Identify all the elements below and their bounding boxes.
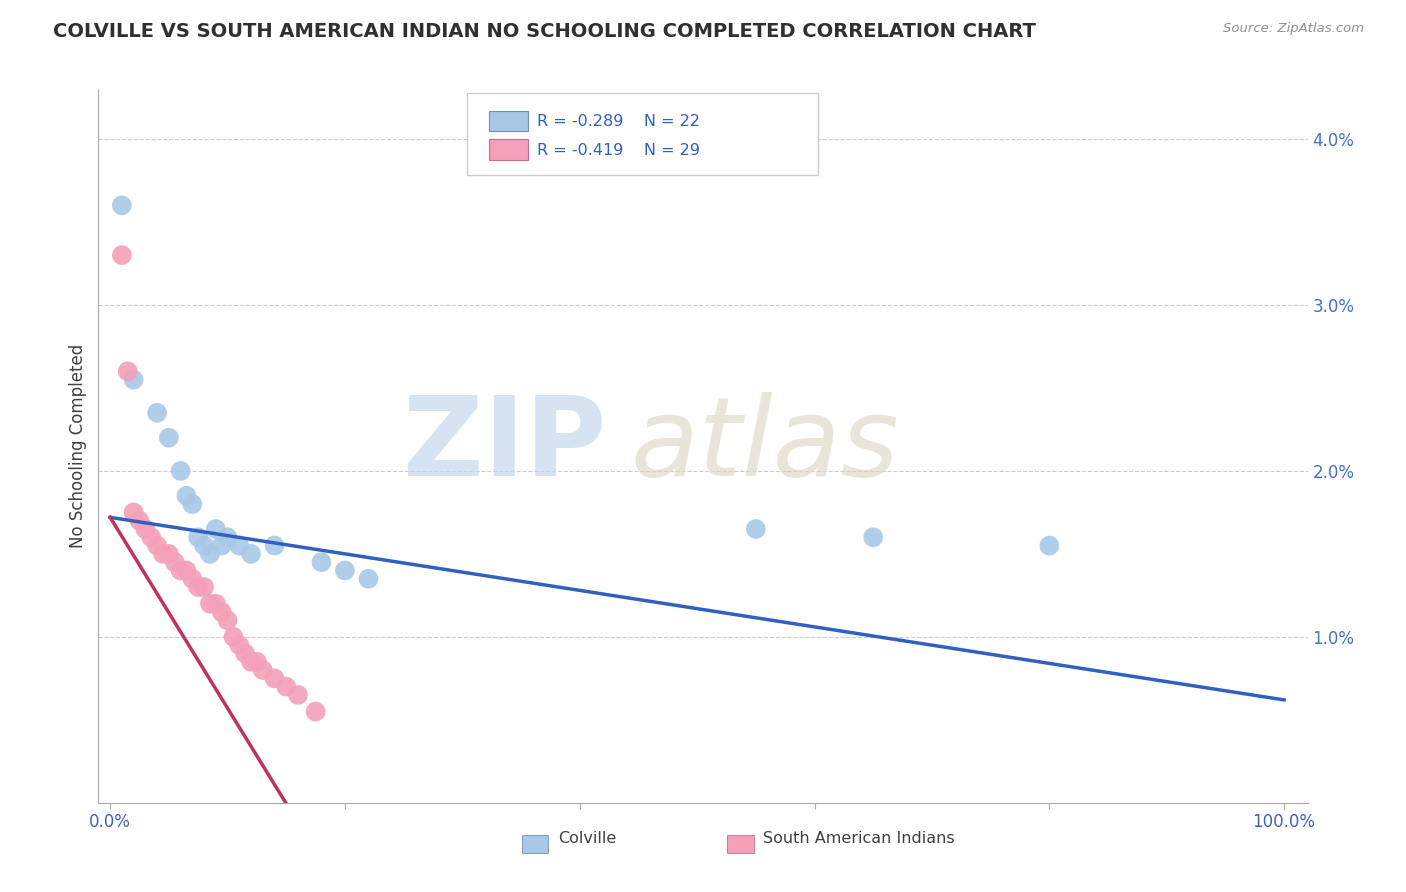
Point: [357, 572, 380, 586]
Text: R = -0.289    N = 22: R = -0.289 N = 22: [537, 114, 700, 129]
Text: Colville: Colville: [558, 831, 616, 846]
Bar: [489, 111, 527, 131]
Point: [1038, 539, 1060, 553]
Point: [246, 655, 269, 669]
Point: [187, 580, 209, 594]
Point: [240, 547, 263, 561]
Point: [187, 530, 209, 544]
Text: COLVILLE VS SOUTH AMERICAN INDIAN NO SCHOOLING COMPLETED CORRELATION CHART: COLVILLE VS SOUTH AMERICAN INDIAN NO SCH…: [53, 22, 1036, 41]
Point: [193, 580, 215, 594]
Point: [111, 248, 134, 262]
Point: [176, 564, 198, 578]
Point: [217, 613, 239, 627]
Point: [169, 564, 191, 578]
Point: [862, 530, 884, 544]
Point: [111, 198, 134, 212]
Point: [128, 514, 150, 528]
Bar: [522, 835, 548, 853]
Point: [228, 539, 250, 553]
Point: [117, 364, 139, 378]
Point: [198, 597, 221, 611]
Text: ZIP: ZIP: [404, 392, 606, 500]
Point: [122, 373, 145, 387]
Point: [176, 489, 198, 503]
Point: [198, 547, 221, 561]
Point: [211, 605, 233, 619]
Point: [252, 663, 274, 677]
Point: [304, 705, 326, 719]
Point: [263, 539, 285, 553]
Point: [263, 671, 285, 685]
Point: [141, 530, 163, 544]
Point: [146, 539, 169, 553]
Point: [163, 555, 186, 569]
Point: [276, 680, 298, 694]
Point: [311, 555, 333, 569]
Point: [152, 547, 174, 561]
Bar: [489, 139, 527, 160]
Text: Source: ZipAtlas.com: Source: ZipAtlas.com: [1223, 22, 1364, 36]
Text: atlas: atlas: [630, 392, 898, 500]
Point: [181, 497, 204, 511]
Point: [181, 572, 204, 586]
FancyBboxPatch shape: [467, 93, 818, 175]
Point: [211, 539, 233, 553]
Point: [134, 522, 156, 536]
Point: [193, 539, 215, 553]
Point: [240, 655, 263, 669]
Text: South American Indians: South American Indians: [763, 831, 955, 846]
Point: [157, 431, 180, 445]
Point: [222, 630, 245, 644]
Point: [169, 464, 191, 478]
Point: [146, 406, 169, 420]
Point: [122, 505, 145, 519]
Bar: [727, 835, 754, 853]
Point: [333, 564, 356, 578]
Point: [228, 638, 250, 652]
Y-axis label: No Schooling Completed: No Schooling Completed: [69, 344, 87, 548]
Point: [745, 522, 768, 536]
Point: [157, 547, 180, 561]
Point: [233, 647, 256, 661]
Point: [217, 530, 239, 544]
Point: [287, 688, 309, 702]
Point: [204, 522, 226, 536]
Point: [204, 597, 226, 611]
Text: R = -0.419    N = 29: R = -0.419 N = 29: [537, 143, 700, 158]
